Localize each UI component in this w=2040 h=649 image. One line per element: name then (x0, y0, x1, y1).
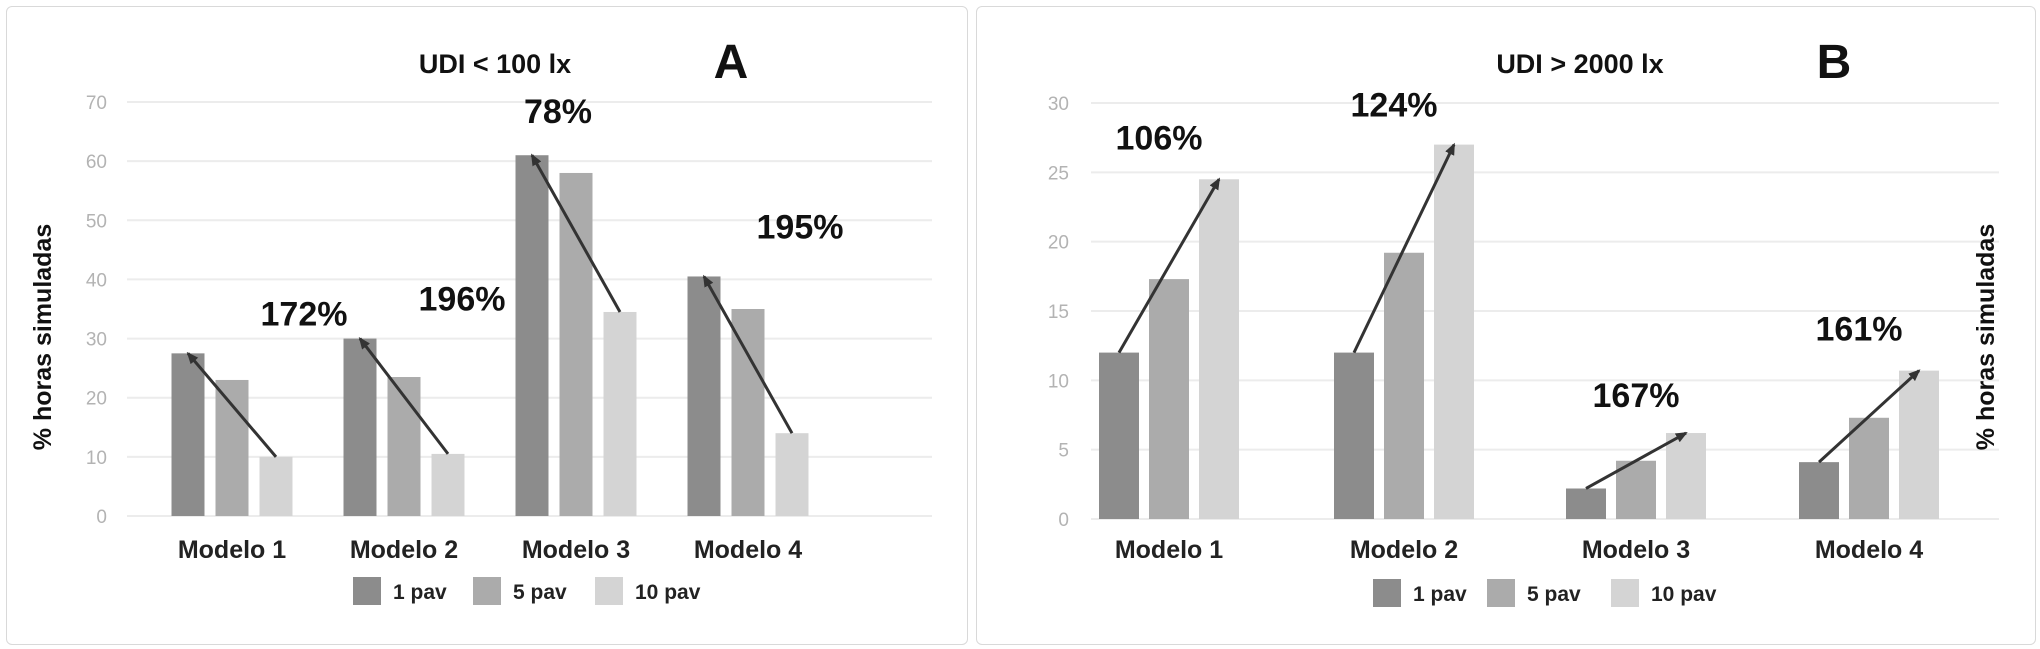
y-axis-label: % horas simuladas (1972, 224, 2000, 450)
bar-5-pav-modelo-3 (1616, 460, 1656, 519)
category-labels: Modelo 1 Modelo 2 Modelo 3 Modelo 4 (1115, 536, 1923, 564)
y-tick-label: 40 (86, 270, 107, 291)
bar-10-pav-modelo-4 (1899, 370, 1939, 519)
y-tick-label: 30 (86, 330, 107, 351)
category-label: Modelo 2 (1350, 536, 1458, 564)
trend-arrow (186, 351, 278, 458)
legend-swatch (1487, 579, 1515, 607)
bar-1-pav-modelo-2 (1334, 352, 1374, 519)
y-tick-label: 50 (86, 211, 107, 232)
legend-label: 10 pav (1651, 583, 1717, 606)
y-ticks: 0 10 20 30 40 50 60 70 (86, 93, 107, 528)
legend-label: 10 pav (635, 581, 701, 604)
bar-10-pav-modelo-3 (603, 311, 637, 516)
annotations: 172% 196% 78% 195% (261, 93, 844, 333)
y-tick-label: 15 (1048, 302, 1069, 323)
category-label: Modelo 2 (350, 536, 458, 564)
category-label: Modelo 3 (522, 536, 630, 564)
trend-arrow (1352, 142, 1456, 354)
legend: 1 pav 5 pav 10 pav (1373, 579, 1717, 607)
bar-5-pav-modelo-4 (1849, 417, 1889, 519)
trend-arrow (530, 153, 622, 313)
bar-10-pav-modelo-1 (1199, 179, 1239, 519)
y-tick-label: 60 (86, 152, 107, 173)
trend-arrow (1117, 177, 1221, 354)
bar-1-pav-modelo-2 (343, 338, 377, 516)
y-tick-label: 10 (86, 448, 107, 469)
y-tick-label: 0 (96, 507, 107, 528)
chart-title: UDI < 100 lx (419, 49, 571, 79)
legend-swatch (473, 577, 501, 605)
percent-annotation: 196% (419, 281, 506, 319)
arrows (1117, 142, 1921, 490)
chart-panel-b: 0 5 10 15 20 25 30 106% 124% 167% 161% Modelo 1 Mo… (976, 6, 2036, 645)
percent-annotation: 195% (757, 208, 844, 246)
bar-1-pav-modelo-3 (515, 155, 549, 516)
trend-arrow (1817, 369, 1921, 464)
y-tick-label: 0 (1058, 510, 1069, 531)
bar-5-pav-modelo-2 (387, 377, 421, 516)
bar-1-pav-modelo-1 (1099, 352, 1139, 519)
trend-arrow (358, 336, 450, 455)
percent-annotation: 161% (1816, 311, 1903, 349)
bar-10-pav-modelo-2 (1434, 144, 1474, 519)
annotations: 106% 124% 167% 161% (1116, 87, 1903, 415)
bar-5-pav-modelo-4 (731, 309, 765, 516)
category-labels: Modelo 1 Modelo 2 Modelo 3 Modelo 4 (178, 536, 802, 564)
category-label: Modelo 1 (1115, 536, 1223, 564)
legend-label: 1 pav (1413, 583, 1467, 606)
bar-10-pav-modelo-4 (775, 433, 809, 516)
category-label: Modelo 4 (694, 536, 802, 564)
bar-10-pav-modelo-2 (431, 453, 465, 516)
chart-title: UDI > 2000 lx (1496, 49, 1663, 79)
category-label: Modelo 4 (1815, 536, 1923, 564)
bar-1-pav-modelo-4 (1799, 462, 1839, 519)
percent-annotation: 124% (1351, 87, 1438, 125)
bar-1-pav-modelo-4 (687, 276, 721, 516)
legend-label: 5 pav (513, 581, 567, 604)
y-tick-label: 25 (1048, 163, 1069, 184)
y-tick-label: 5 (1058, 441, 1069, 462)
grid-lines (1091, 102, 1999, 520)
category-label: Modelo 1 (178, 536, 286, 564)
y-ticks: 0 5 10 15 20 25 30 (1048, 94, 1069, 531)
y-tick-label: 30 (1048, 94, 1069, 115)
bar-5-pav-modelo-1 (1149, 279, 1189, 519)
bar-10-pav-modelo-3 (1666, 433, 1706, 519)
panel-letter: A (714, 36, 749, 89)
percent-annotation: 78% (524, 93, 592, 131)
legend-label: 1 pav (393, 581, 447, 604)
trend-arrow (1585, 431, 1688, 490)
bar-5-pav-modelo-2 (1384, 252, 1424, 519)
legend-swatch (1373, 579, 1401, 607)
bars (171, 155, 809, 516)
legend-swatch (353, 577, 381, 605)
percent-annotation: 106% (1116, 119, 1203, 157)
legend-swatch (1611, 579, 1639, 607)
bars (1099, 144, 1939, 519)
chart-panel-a: 0 10 20 30 40 50 60 70 172% 196% 78% 195% Modelo 1… (6, 6, 968, 645)
panel-letter: B (1817, 36, 1852, 89)
y-tick-label: 20 (86, 389, 107, 410)
chart-a-svg: 0 10 20 30 40 50 60 70 172% 196% 78% 195% Modelo 1… (29, 36, 932, 605)
bar-5-pav-modelo-3 (559, 172, 593, 516)
y-axis-label: % horas simuladas (29, 224, 57, 450)
percent-annotation: 172% (261, 295, 348, 333)
category-label: Modelo 3 (1582, 536, 1690, 564)
legend-swatch (595, 577, 623, 605)
trend-arrow (702, 274, 794, 434)
y-tick-label: 10 (1048, 371, 1069, 392)
percent-annotation: 167% (1593, 377, 1680, 415)
y-tick-label: 70 (86, 93, 107, 114)
arrows (186, 153, 794, 458)
legend: 1 pav 5 pav 10 pav (353, 577, 701, 605)
bar-1-pav-modelo-1 (171, 353, 205, 516)
bar-5-pav-modelo-1 (215, 379, 249, 516)
y-tick-label: 20 (1048, 233, 1069, 254)
legend-label: 5 pav (1527, 583, 1581, 606)
bar-1-pav-modelo-3 (1566, 488, 1606, 519)
bar-10-pav-modelo-1 (259, 456, 293, 516)
